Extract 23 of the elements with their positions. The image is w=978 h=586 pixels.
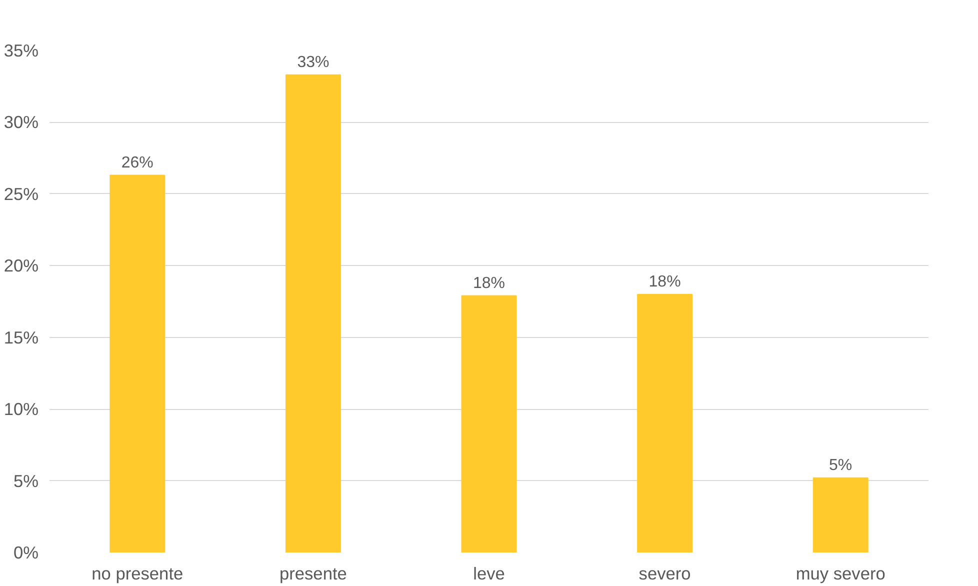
data-label: 26% (121, 154, 154, 172)
y-tick-label: 0% (13, 542, 38, 562)
bar (285, 74, 341, 552)
y-tick-label: 30% (4, 112, 39, 132)
bar (637, 294, 693, 552)
x-tick-label: severo (638, 564, 691, 584)
y-tick-label: 35% (4, 40, 39, 60)
y-tick-label: 20% (4, 256, 39, 276)
x-tick-label: presente (279, 564, 347, 584)
x-tick-label: no presente (92, 564, 184, 584)
x-tick-label: muy severo (796, 564, 886, 584)
data-label: 33% (297, 54, 330, 71)
y-tick-label: 5% (13, 470, 38, 491)
data-label: 18% (472, 274, 506, 292)
bar (461, 295, 517, 552)
x-tick-label: leve (473, 564, 505, 584)
bar (110, 174, 166, 552)
data-label: 5% (829, 456, 852, 474)
y-tick-label: 15% (4, 327, 39, 348)
y-tick-label: 10% (4, 399, 39, 420)
data-label: 18% (648, 273, 681, 290)
bar (812, 477, 868, 552)
y-tick-label: 25% (4, 184, 39, 204)
